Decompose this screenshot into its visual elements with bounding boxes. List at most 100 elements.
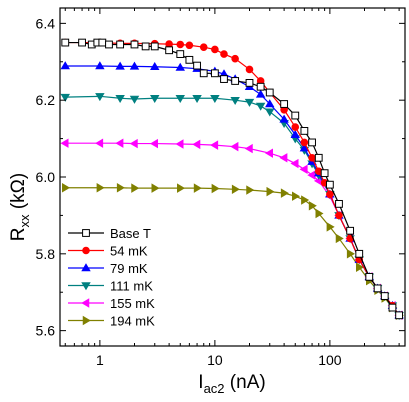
data-point xyxy=(231,54,239,63)
data-point xyxy=(115,95,125,104)
x-axis-label: Iac2 (nA) xyxy=(198,372,265,396)
data-point xyxy=(141,42,150,51)
data-point xyxy=(185,55,194,64)
x-axis-label-main: I xyxy=(198,372,203,393)
data-point xyxy=(60,138,69,148)
y-tick-label: 5.6 xyxy=(36,323,56,339)
data-point xyxy=(335,211,343,220)
legend-label: Base T xyxy=(110,226,151,241)
data-point xyxy=(175,95,185,104)
data-point xyxy=(308,153,316,162)
data-point xyxy=(355,262,365,272)
data-point xyxy=(177,183,186,193)
data-point xyxy=(193,61,201,70)
legend-item: 111 mK xyxy=(68,279,153,294)
data-point xyxy=(280,188,289,198)
data-point xyxy=(95,61,105,70)
data-point xyxy=(220,75,228,83)
data-point xyxy=(326,190,334,199)
data-point xyxy=(150,95,160,104)
data-point xyxy=(129,95,140,104)
data-point xyxy=(150,42,159,51)
data-point xyxy=(308,138,316,147)
legend-label: 155 mK xyxy=(110,296,155,311)
ticks-layer: 1 10 100 5.6 5.8 6.0 6.2 6.4 xyxy=(36,8,405,368)
x-tick-label: 1 xyxy=(96,352,104,368)
data-point xyxy=(149,138,158,149)
y-axis-label-sub: xx xyxy=(17,214,32,228)
data-point xyxy=(300,127,309,135)
data-point xyxy=(380,292,389,300)
series-layer xyxy=(60,38,404,321)
legend-marker xyxy=(82,229,90,237)
data-point xyxy=(265,88,274,97)
data-point xyxy=(255,102,266,111)
data-point xyxy=(388,303,397,312)
data-point xyxy=(199,69,208,78)
data-point xyxy=(280,100,289,108)
data-point xyxy=(150,61,160,71)
x-axis-label-sub: ac2 xyxy=(204,381,225,396)
data-point xyxy=(245,78,254,87)
legend-label: 54 mK xyxy=(110,244,148,259)
legend-item: Base T xyxy=(68,226,151,241)
data-point xyxy=(165,46,174,55)
data-point xyxy=(129,138,138,149)
data-point xyxy=(95,138,104,148)
data-point xyxy=(116,183,125,193)
data-point xyxy=(185,41,194,50)
y-tick-label: 6.0 xyxy=(36,169,56,185)
data-point xyxy=(98,38,107,47)
data-point xyxy=(129,61,140,70)
data-point xyxy=(290,129,300,138)
data-point xyxy=(192,95,202,104)
y-tick-label: 6.4 xyxy=(36,15,56,31)
data-point xyxy=(199,43,208,51)
data-point xyxy=(373,284,382,293)
data-point xyxy=(291,111,300,120)
data-point xyxy=(290,158,299,169)
x-tick-label: 10 xyxy=(207,352,223,368)
data-point xyxy=(365,272,374,281)
y-axis-label-unit: (kΩ) xyxy=(8,173,29,215)
data-point xyxy=(308,201,317,211)
data-point xyxy=(395,311,404,320)
y-tick-label: 6.2 xyxy=(36,92,56,108)
data-point xyxy=(115,61,125,70)
data-point xyxy=(175,62,185,71)
data-point xyxy=(346,249,355,259)
data-point xyxy=(210,140,219,150)
data-point xyxy=(325,180,334,189)
legend-label: 111 mK xyxy=(110,279,153,294)
data-point xyxy=(246,185,255,195)
legend-marker xyxy=(82,246,90,255)
series-base-t xyxy=(61,38,404,320)
data-point xyxy=(279,114,289,123)
data-point xyxy=(95,93,105,102)
legend-item: 79 mK xyxy=(68,261,148,276)
legend-item: 155 mK xyxy=(68,296,155,311)
data-point xyxy=(131,183,140,193)
data-point xyxy=(266,186,275,197)
data-point xyxy=(211,183,220,194)
legend-label: 79 mK xyxy=(110,261,148,276)
data-point xyxy=(326,222,335,232)
data-point xyxy=(176,50,185,58)
legend-marker xyxy=(81,298,90,308)
data-point xyxy=(244,98,255,107)
data-point xyxy=(314,153,323,162)
data-point xyxy=(320,169,329,178)
data-point xyxy=(291,123,300,131)
data-point xyxy=(231,184,240,195)
data-point xyxy=(62,183,71,193)
data-point xyxy=(245,65,254,74)
legend-marker xyxy=(81,282,91,291)
data-point xyxy=(315,208,324,219)
data-point xyxy=(335,233,344,244)
legend-marker xyxy=(82,315,91,326)
data-point xyxy=(300,138,309,147)
data-point xyxy=(193,183,202,193)
legend-item: 194 mK xyxy=(68,314,155,329)
legend: Base T 54 mK 79 mK 111 mK 155 mK 194 mK xyxy=(68,226,155,329)
